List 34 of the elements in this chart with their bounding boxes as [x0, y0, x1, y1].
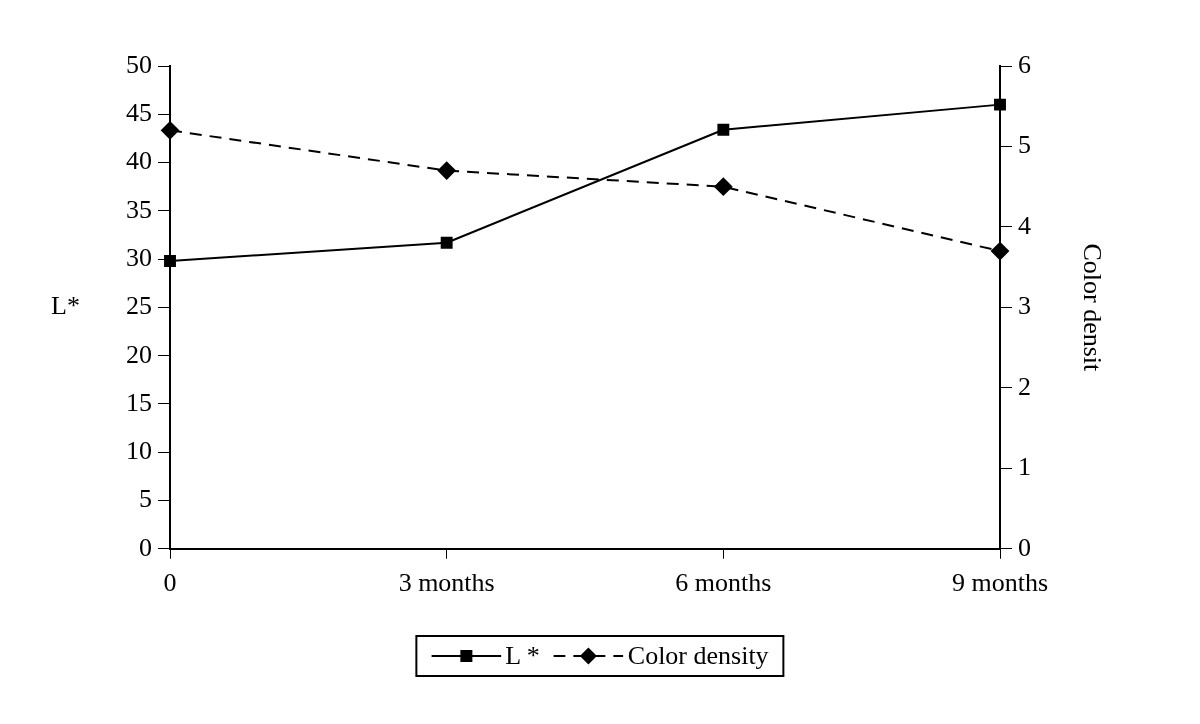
y-axis-title: L* — [51, 291, 80, 321]
y2-tick-label: 0 — [1018, 532, 1031, 562]
y2-tick-label: 6 — [1018, 49, 1031, 79]
point — [717, 123, 730, 136]
y-tick-label: 50 — [126, 49, 152, 79]
legend-label: Color density — [627, 641, 769, 671]
y-tick-label: 5 — [139, 484, 152, 514]
point — [164, 255, 176, 267]
y-tick-label: 25 — [126, 291, 152, 321]
y2-tick-label: 1 — [1018, 452, 1031, 482]
x-tick-label: 6 months — [675, 568, 772, 598]
y-tick-label: 40 — [126, 146, 152, 176]
y2-axis-title: Color densit — [1077, 243, 1107, 373]
y-tick-label: 0 — [139, 532, 152, 562]
y-tick-label: 20 — [126, 339, 152, 369]
point — [440, 236, 453, 249]
y-tick-label: 35 — [126, 194, 152, 224]
point — [994, 98, 1006, 111]
point — [161, 121, 179, 140]
legend-label: L * — [505, 641, 540, 671]
y-tick-label: 10 — [126, 436, 152, 466]
y-tick-label: 30 — [126, 242, 152, 272]
y2-tick-label: 3 — [1018, 291, 1031, 321]
point — [437, 161, 456, 180]
y-tick-label: 15 — [126, 387, 152, 417]
y-tick-label: 45 — [126, 98, 152, 128]
x-tick-label: 3 months — [398, 568, 495, 598]
y2-tick-label: 5 — [1018, 130, 1031, 160]
point — [991, 242, 1009, 261]
y2-tick-label: 2 — [1018, 371, 1031, 401]
x-tick-label: 0 — [163, 568, 177, 598]
point — [714, 177, 733, 196]
x-tick-label: 9 months — [951, 568, 1049, 598]
y2-tick-label: 4 — [1018, 210, 1031, 240]
